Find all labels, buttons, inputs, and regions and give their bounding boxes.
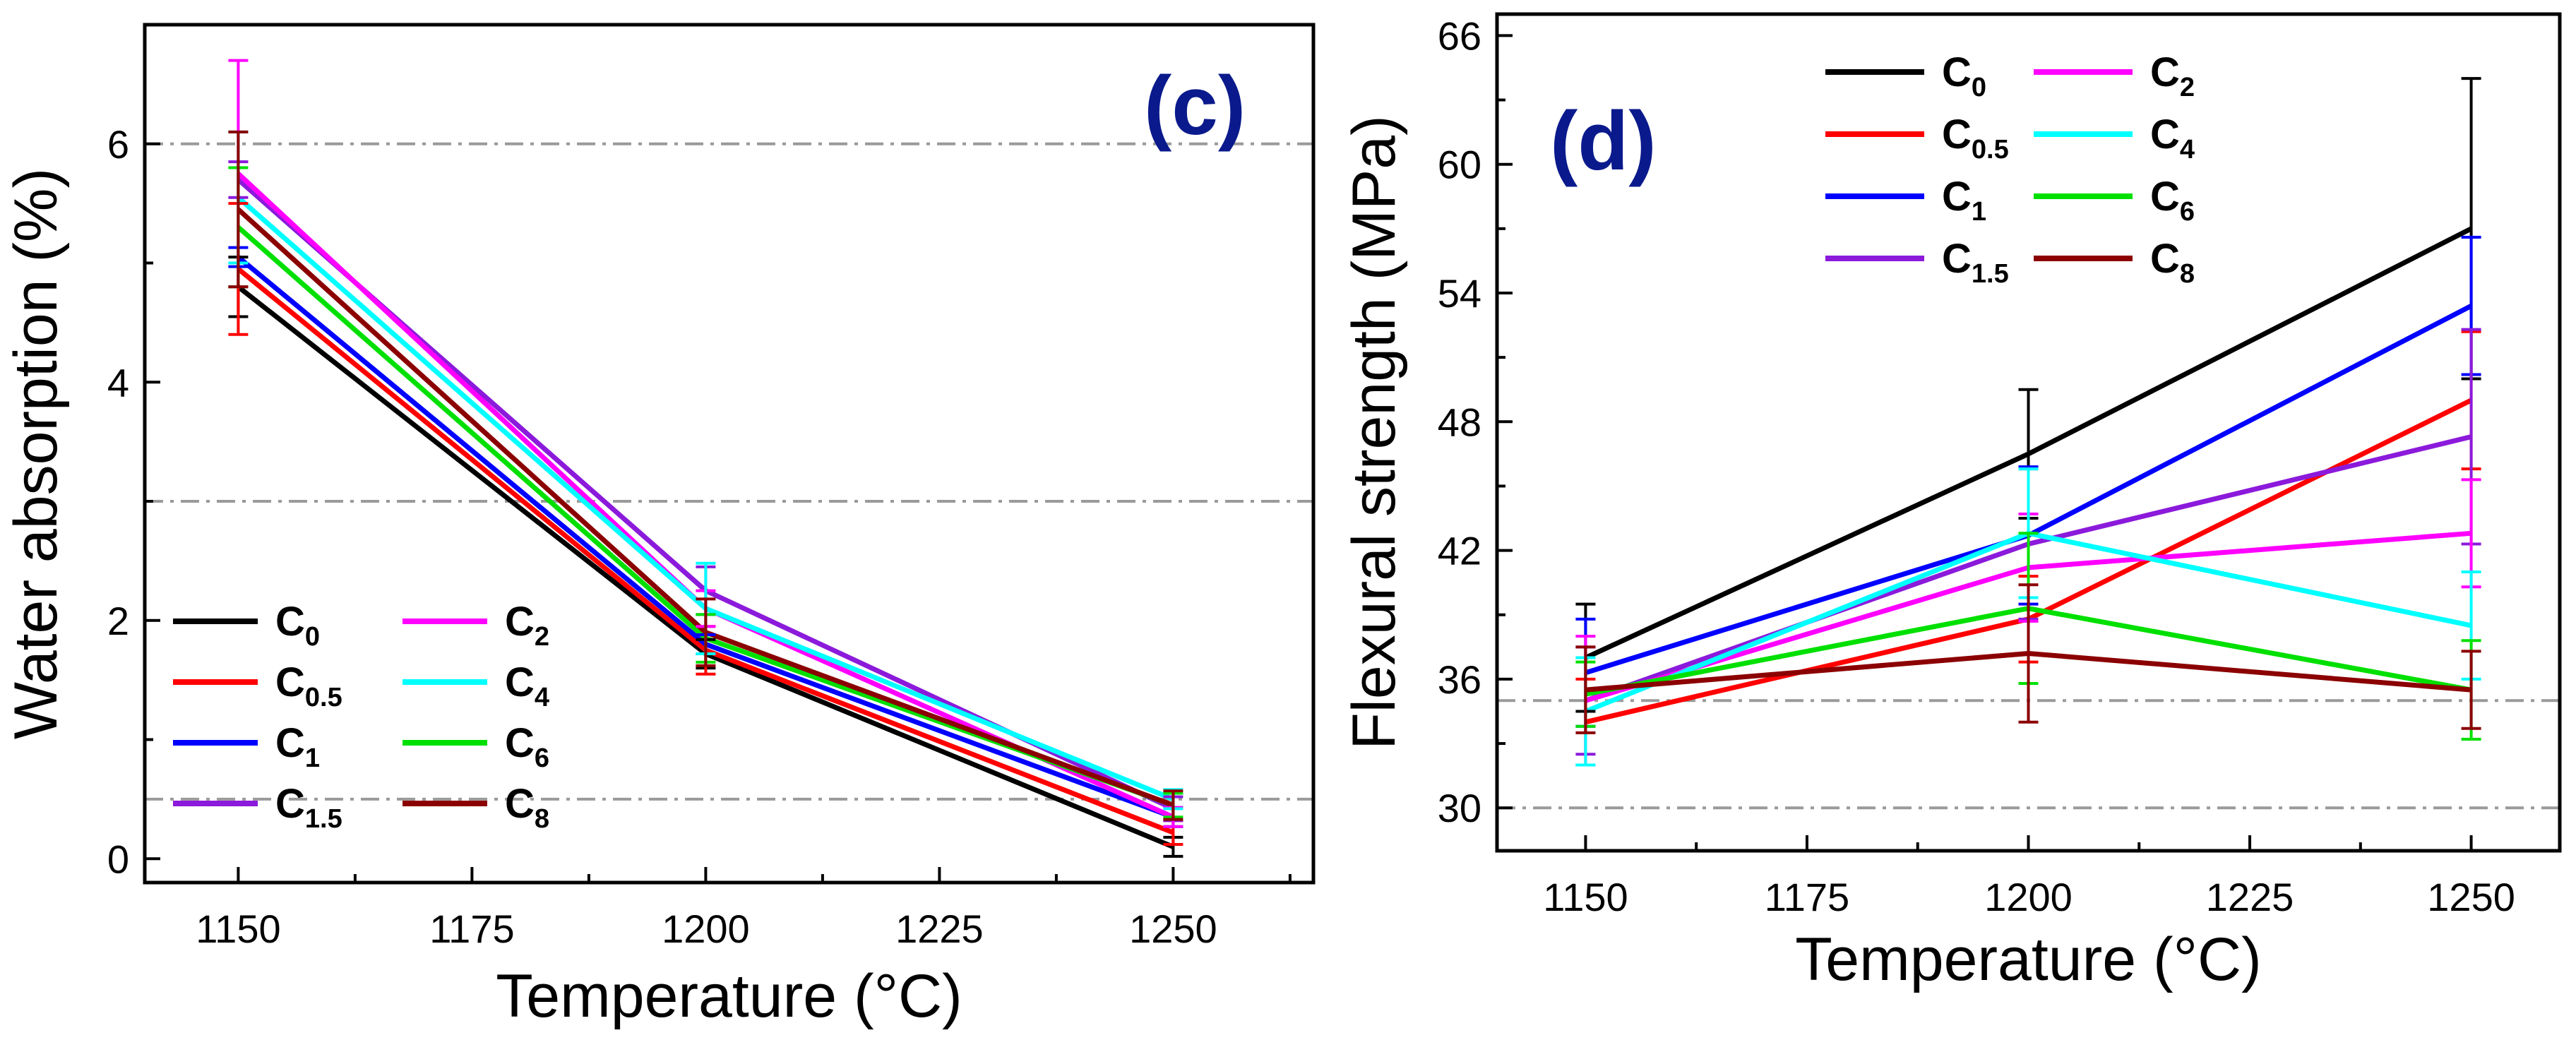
- y-tick-label: 0: [107, 837, 129, 881]
- legend-label-C0.5: C0.5: [1942, 112, 2009, 165]
- y-tick-label: 30: [1438, 786, 1481, 830]
- x-tick-label: 1200: [1984, 875, 2073, 919]
- legend-label-C2: C2: [2150, 49, 2195, 102]
- x-tick-label: 1250: [2427, 875, 2515, 919]
- legend-label-C6: C6: [505, 720, 549, 773]
- x-tick-label: 1175: [1765, 875, 1849, 919]
- panel-label: (c): [1144, 59, 1246, 153]
- x-axis-title: Temperature (°C): [1795, 926, 2261, 993]
- chart-panel-c: 1150 1175 1200 1225 1250 0 2 4 6 Temperature (°C)…: [2, 23, 1316, 1030]
- legend-label-C2: C2: [505, 599, 549, 652]
- legend-label-C0.5: C0.5: [275, 659, 342, 712]
- panel-label: (d): [1550, 95, 1657, 188]
- y-tick-label: 2: [107, 599, 129, 643]
- y-tick-label: 48: [1438, 400, 1481, 444]
- series-line-C8: [237, 207, 1174, 808]
- legend-label-C8: C8: [505, 781, 549, 834]
- legend-label-C1.5: C1.5: [1942, 236, 2009, 289]
- y-tick-label: 36: [1438, 657, 1481, 702]
- legend-label-C6: C6: [2150, 174, 2195, 227]
- plot-frame: [143, 23, 1316, 885]
- x-tick-label: 1225: [2206, 875, 2294, 919]
- x-axis-title: Temperature (°C): [496, 962, 962, 1030]
- y-tick-label: 42: [1438, 529, 1481, 573]
- series-line-C4: [237, 196, 1174, 802]
- x-tick-label: 1225: [895, 907, 984, 951]
- series-line-C6: [237, 225, 1174, 808]
- legend-label-C0: C0: [1942, 49, 1986, 102]
- y-tick-label: 66: [1438, 13, 1481, 58]
- series-line-C2: [237, 172, 1174, 820]
- legend-label-C0: C0: [275, 599, 320, 652]
- legend-label-C1: C1: [275, 720, 320, 773]
- x-tick-label: 1150: [1543, 875, 1628, 919]
- y-axis-title: Water absorption (%): [2, 168, 70, 739]
- legend-label-C8: C8: [2150, 236, 2195, 289]
- x-tick-label: 1250: [1129, 907, 1217, 951]
- series-line-C1.5: [237, 177, 1174, 811]
- y-axis-title: Flexural strength (MPa): [1340, 115, 1408, 750]
- y-tick-label: 4: [107, 360, 129, 405]
- y-tick-label: 60: [1438, 143, 1481, 187]
- x-tick-label: 1150: [196, 907, 280, 951]
- legend-label-C1: C1: [1942, 174, 1986, 227]
- chart-panel-d: 1150 1175 1200 1225 1250 30 36 42 48 54 60 66 Temper…: [1340, 12, 2562, 993]
- series-line-C1: [237, 255, 1174, 820]
- x-tick-label: 1200: [662, 907, 750, 951]
- y-tick-label: 6: [107, 122, 129, 167]
- legend-label-C4: C4: [505, 659, 549, 712]
- legend-label-C4: C4: [2150, 112, 2195, 165]
- legend-label-C1.5: C1.5: [275, 781, 342, 834]
- y-tick-label: 54: [1438, 271, 1481, 316]
- x-tick-label: 1175: [429, 907, 514, 951]
